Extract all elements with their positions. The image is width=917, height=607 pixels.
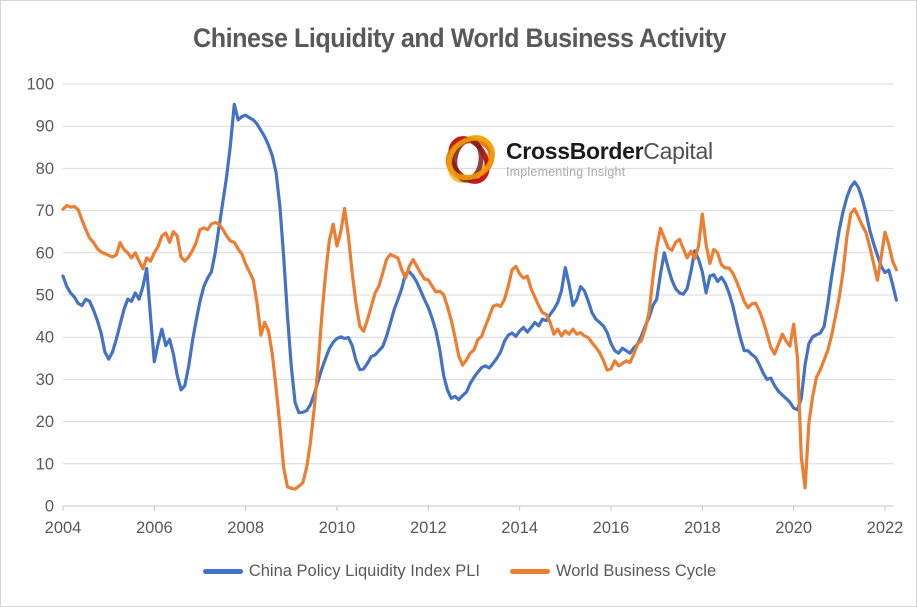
legend-item-china-pli[interactable]: China Policy Liquidity Index PLI (202, 562, 480, 581)
chart-title-text: Chinese Liquidity and World Business Act… (192, 23, 726, 53)
y-axis-label-90: 90 (36, 118, 54, 136)
crossborder-logo: CrossBorderCapital Implementing Insight (442, 127, 713, 191)
legend-item-world-cycle[interactable]: World Business Cycle (509, 562, 717, 581)
legend-label-world-cycle: World Business Cycle (555, 562, 717, 580)
y-axis-label-10: 10 (36, 455, 54, 473)
brand-line: CrossBorderCapital (506, 139, 713, 163)
y-axis-label-100: 100 (26, 76, 54, 94)
logo-text: CrossBorderCapital Implementing Insight (506, 139, 713, 178)
y-axis-label-0: 0 (45, 498, 54, 516)
chart-title: Chinese Liquidity and World Business Act… (1, 23, 916, 54)
y-axis-label-30: 30 (36, 371, 54, 389)
x-axis-label-2020: 2020 (775, 519, 812, 537)
y-axis-label-60: 60 (36, 244, 54, 262)
legend-swatch-orange (509, 569, 550, 574)
x-axis-label-2008: 2008 (227, 519, 264, 537)
x-axis-label-2006: 2006 (136, 519, 173, 537)
crossborder-logo-icon (445, 134, 495, 184)
brand-tagline: Implementing Insight (506, 164, 626, 179)
legend-label-china-pli: China Policy Liquidity Index PLI (248, 562, 480, 580)
x-axis-label-2016: 2016 (593, 519, 630, 537)
y-axis-label-70: 70 (36, 202, 54, 220)
x-axis-label-2010: 2010 (319, 519, 356, 537)
y-axis-label-20: 20 (36, 413, 54, 431)
x-axis-label-2022: 2022 (867, 519, 904, 537)
x-axis-label-2018: 2018 (684, 519, 721, 537)
brand-bold: CrossBorder (506, 138, 644, 165)
series-line-china-pli (61, 102, 899, 415)
y-axis-label-80: 80 (36, 160, 54, 178)
x-axis-label-2014: 2014 (501, 519, 538, 537)
brand-light: Capital (643, 138, 713, 165)
y-axis-label-50: 50 (36, 287, 54, 305)
series-line-world-business-cycle (61, 203, 899, 491)
x-axis-label-2012: 2012 (410, 519, 447, 537)
chart-legend: China Policy Liquidity Index PLI World B… (1, 562, 916, 581)
x-axis-label-2004: 2004 (45, 519, 82, 537)
y-axis-label-40: 40 (36, 329, 54, 347)
legend-swatch-blue (202, 569, 243, 574)
